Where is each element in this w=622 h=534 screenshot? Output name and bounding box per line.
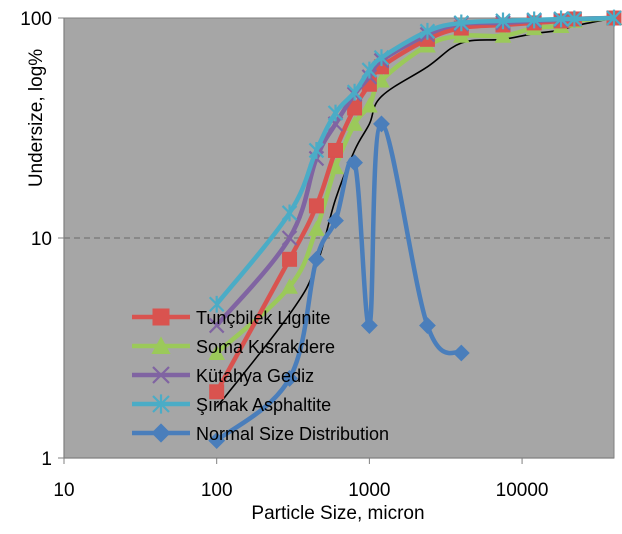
- data-point: [526, 11, 542, 29]
- data-point: [346, 83, 363, 101]
- legend-swatch-marker: [152, 366, 170, 384]
- data-point: [281, 370, 298, 387]
- data-point: [361, 61, 378, 79]
- data-point: [327, 212, 344, 229]
- legend-label: Şırnak Asphaltite: [196, 395, 331, 415]
- data-point: [308, 250, 325, 268]
- data-point: [419, 22, 436, 40]
- data-point: [328, 142, 344, 158]
- data-point: [360, 317, 378, 334]
- data-point: [553, 10, 569, 28]
- y-tick-label: 100: [20, 9, 52, 30]
- data-point: [281, 278, 298, 294]
- data-point: [308, 220, 325, 236]
- data-point: [453, 14, 470, 32]
- legend-swatch-marker: [152, 308, 170, 326]
- data-point: [419, 317, 436, 334]
- legend-swatch-marker: [151, 423, 171, 443]
- data-point: [327, 158, 344, 175]
- data-point: [208, 344, 226, 361]
- legend-label: Soma Kısrakdere: [196, 337, 335, 357]
- legend-item: Tunçbilek Lignite: [132, 308, 330, 328]
- data-point: [360, 97, 378, 113]
- y-tick-label: 1: [41, 449, 52, 470]
- data-point: [208, 317, 225, 334]
- x-axis-title: Particle Size, micron: [251, 503, 424, 524]
- legend-item: Soma Kısrakdere: [132, 336, 335, 357]
- data-point: [209, 384, 225, 400]
- legend-swatch-marker: [152, 394, 170, 414]
- data-point: [308, 142, 325, 159]
- x-tick-label: 10000: [496, 480, 549, 501]
- data-point: [373, 115, 390, 133]
- data-point: [281, 204, 298, 222]
- legend-item: Şırnak Asphaltite: [132, 394, 331, 415]
- data-point: [281, 230, 298, 246]
- data-point: [373, 49, 390, 67]
- y-axis-title: Undersize, log%: [26, 49, 47, 187]
- data-point: [208, 295, 225, 313]
- legend-label: Tunçbilek Lignite: [196, 308, 330, 328]
- data-point: [308, 198, 324, 214]
- data-point: [282, 251, 298, 267]
- data-point: [346, 154, 363, 172]
- x-tick-label: 10: [53, 480, 74, 501]
- data-point: [208, 432, 226, 449]
- data-point: [494, 27, 512, 43]
- legend-item: Kütahya Gediz: [132, 366, 314, 386]
- data-point: [606, 9, 622, 27]
- data-point: [495, 12, 511, 30]
- legend-label: Normal Size Distribution: [196, 424, 389, 444]
- series-4: [208, 115, 470, 449]
- data-point: [566, 10, 583, 28]
- series-line: [214, 15, 615, 306]
- data-point: [373, 72, 390, 88]
- series-line: [215, 121, 463, 443]
- x-tick-label: 100: [201, 480, 233, 501]
- series-3: [208, 9, 622, 313]
- x-tick-label: 1000: [348, 480, 390, 501]
- y-tick-label: 10: [31, 229, 52, 250]
- series-group: [208, 9, 622, 449]
- data-point: [452, 344, 470, 362]
- legend-item: Normal Size Distribution: [132, 423, 389, 444]
- legend: Tunçbilek Lignite Soma Kısrakdere Kütahya …: [132, 308, 389, 444]
- data-point: [346, 115, 363, 131]
- data-point: [327, 104, 344, 122]
- legend-label: Kütahya Gediz: [196, 366, 314, 386]
- legend-swatch-marker: [151, 336, 171, 354]
